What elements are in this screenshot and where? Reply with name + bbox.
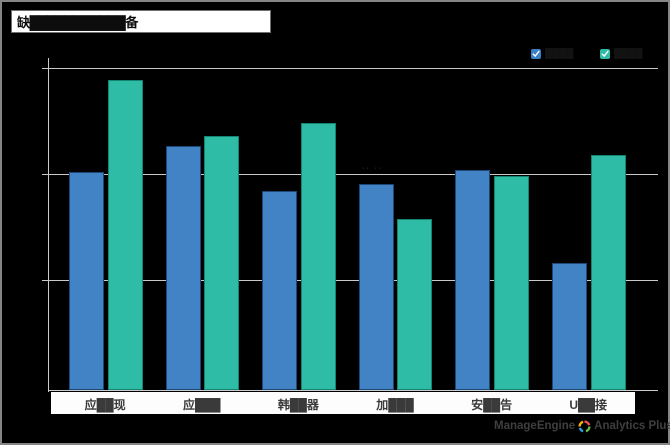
bar-teal-group1[interactable]	[107, 79, 143, 390]
bar-teal-group6[interactable]	[590, 154, 626, 390]
legend-label: ████	[614, 48, 643, 59]
legend-label: ████	[545, 48, 574, 59]
bar-teal-group3[interactable]	[300, 122, 336, 390]
x-axis-label: 应██现	[84, 398, 126, 412]
x-axis-label: 安██告	[471, 398, 513, 412]
legend: ████ ████	[531, 48, 644, 59]
bar-blue-group3[interactable]	[262, 190, 298, 390]
bar-blue-group6[interactable]	[552, 262, 587, 390]
bar-teal-group4[interactable]	[397, 218, 433, 390]
bar-teal-group2[interactable]	[204, 136, 240, 390]
y-axis-tick	[42, 174, 48, 175]
redacted-data-label: ·· ··	[362, 165, 384, 172]
bar-teal-group5[interactable]	[493, 175, 529, 390]
chart-title: 缺███████████备	[17, 15, 138, 30]
bar-blue-group2[interactable]	[165, 145, 201, 390]
x-axis-label: 韩██器	[277, 398, 319, 412]
x-axis	[48, 390, 658, 391]
x-axis-label: 应███	[183, 398, 221, 412]
manageengine-swirl-icon	[578, 419, 591, 432]
gridline	[48, 174, 658, 175]
y-axis	[48, 58, 49, 392]
brand-name: ManageEngine	[494, 420, 576, 432]
product-name: Analytics Plus	[594, 420, 670, 432]
bar-blue-group5[interactable]	[455, 169, 491, 390]
checkbox-checked-icon[interactable]	[531, 48, 541, 59]
y-axis-tick	[42, 68, 48, 69]
chart-title-box: 缺███████████备	[11, 10, 271, 33]
legend-item-series2[interactable]: ████	[600, 48, 644, 59]
gridline	[48, 68, 658, 69]
x-axis-label-strip	[51, 392, 635, 414]
bar-blue-group4[interactable]	[358, 183, 394, 390]
checkbox-checked-icon[interactable]	[600, 48, 610, 59]
bar-blue-group1[interactable]	[69, 172, 104, 390]
x-axis-label: 加███	[376, 398, 414, 412]
gridline	[48, 280, 658, 281]
brand-logo: ManageEngine Analytics Plus	[494, 418, 670, 434]
legend-item-series1[interactable]: ████	[531, 48, 575, 59]
y-axis-tick	[42, 280, 48, 281]
x-axis-label: U██接	[569, 398, 608, 412]
